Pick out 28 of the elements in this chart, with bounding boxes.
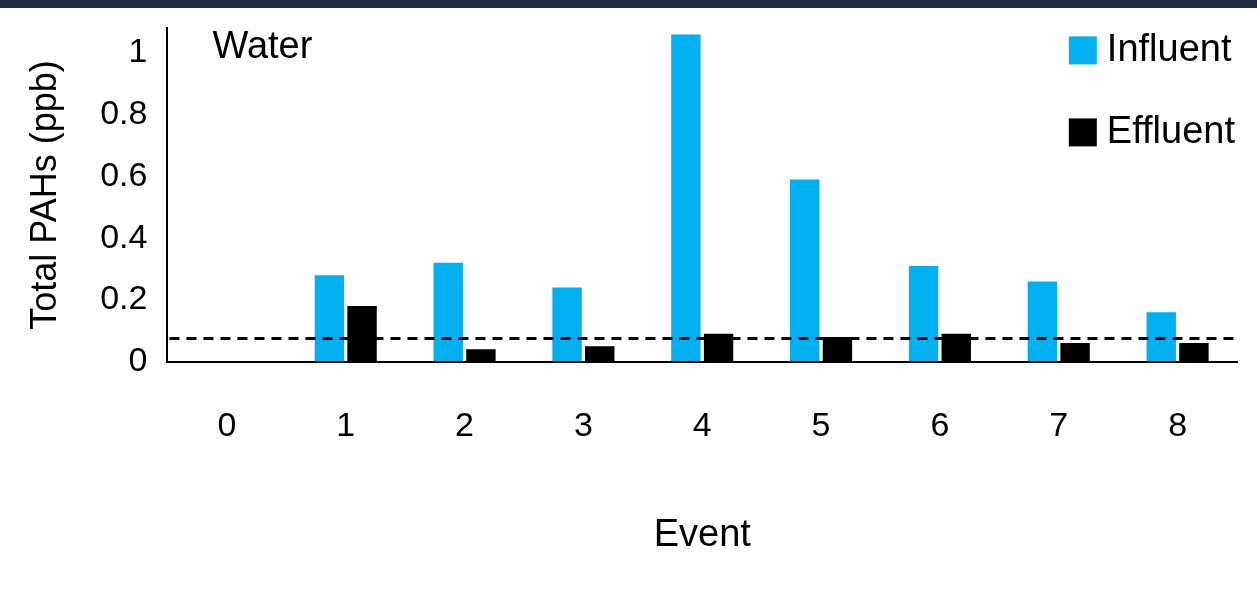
x-tick-label: 2 [455, 405, 475, 444]
bar [433, 262, 463, 362]
bar [671, 34, 701, 362]
x-tick-label: 7 [1049, 405, 1069, 444]
annotation: Water [212, 23, 313, 66]
y-tick-label: 0 [128, 339, 148, 378]
x-tick-label: 1 [336, 405, 356, 444]
y-tick-label: 0.6 [100, 154, 148, 193]
x-tick-label: 5 [811, 405, 831, 444]
x-tick-label: 8 [1168, 405, 1188, 444]
y-tick-label: 0.4 [100, 216, 148, 255]
y-tick-label: 1 [128, 31, 148, 70]
y-tick-label: 0.8 [100, 93, 148, 132]
bar [552, 287, 582, 362]
x-tick-label: 4 [692, 405, 712, 444]
x-tick-label: 0 [217, 405, 237, 444]
bar [790, 179, 820, 362]
y-axis-title: Total PAHs (ppb) [22, 60, 64, 330]
x-tick-label: 6 [930, 405, 950, 444]
bar [1027, 281, 1058, 362]
bar [1146, 312, 1176, 362]
bar [314, 275, 345, 362]
x-tick-label: 3 [573, 405, 593, 444]
legend-label: Effluent [1106, 108, 1236, 151]
legend-label: Influent [1106, 26, 1232, 69]
y-tick-label: 0.2 [100, 278, 148, 317]
x-axis-title: Event [653, 511, 752, 554]
bar [908, 265, 939, 362]
